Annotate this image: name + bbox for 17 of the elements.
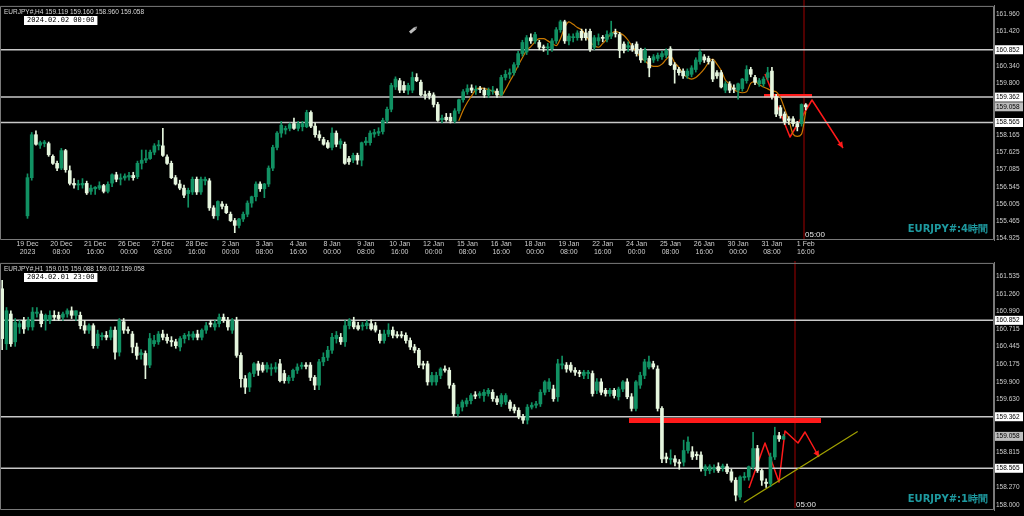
annotation: EURJPY#:1時間 [907,492,988,504]
candlestick [677,459,682,470]
annotation: 05:00 [805,230,826,240]
candlestick [127,171,131,181]
candlestick [586,369,590,380]
annotation: EURJPY#:4時間 [907,222,988,234]
annotation: 05:00 [796,500,817,510]
candlestick [482,389,486,402]
candlestick [186,331,191,341]
line-series [458,21,807,137]
candlestick [52,310,57,321]
candlestick [139,349,143,360]
candlestick [474,85,478,95]
candlestick [93,186,97,195]
candlestick [712,464,716,473]
candlestick [732,84,736,94]
candlestick [269,363,274,376]
